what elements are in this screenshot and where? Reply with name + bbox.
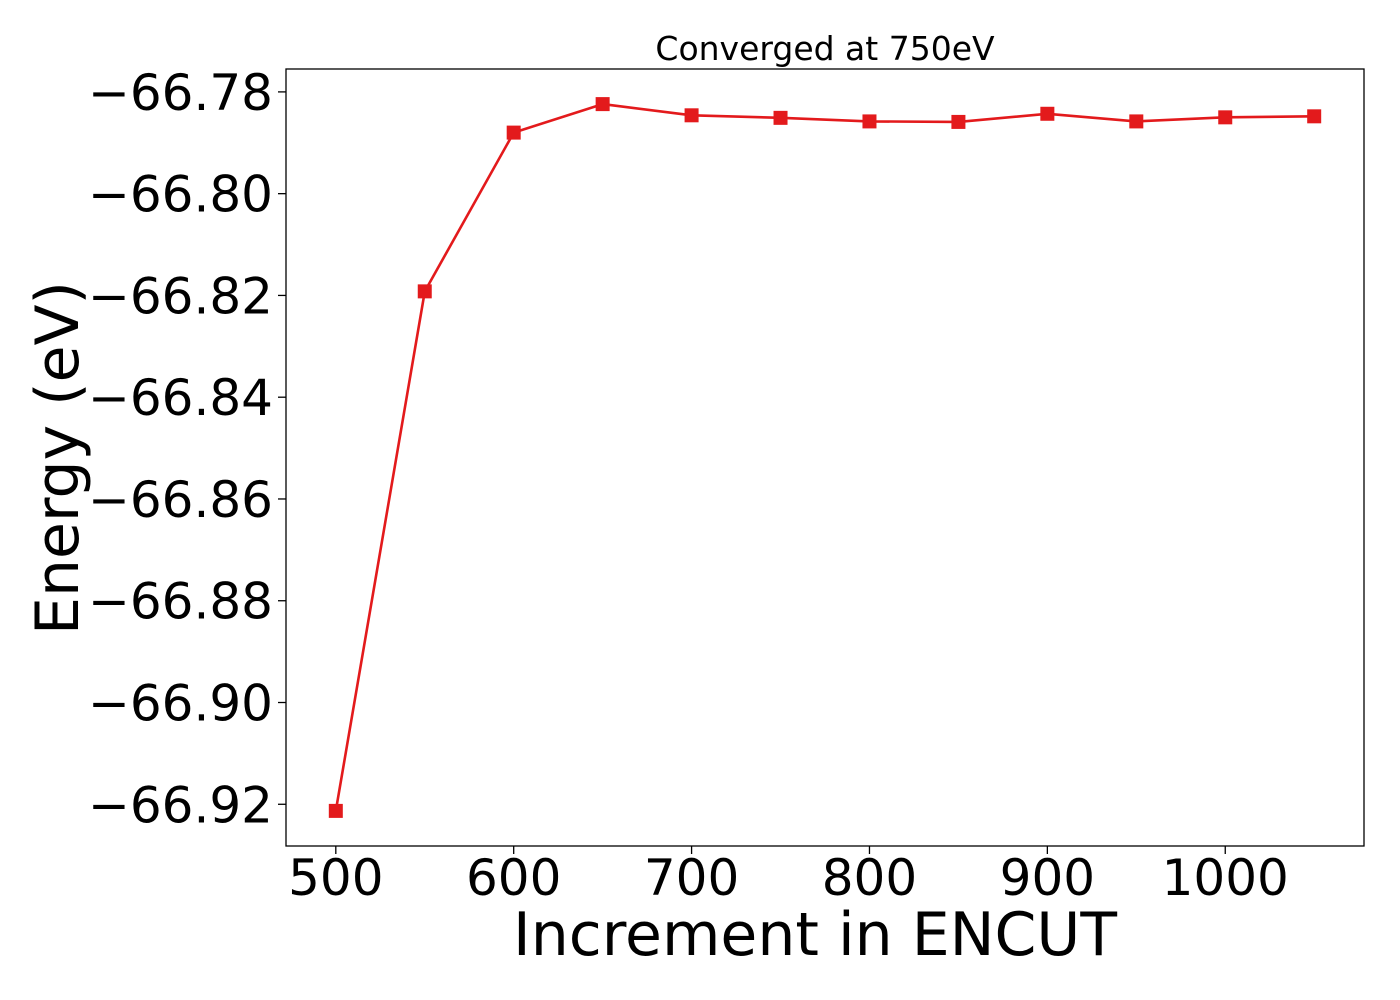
y-tick-label: −66.92 xyxy=(88,776,273,834)
x-tick-label: 600 xyxy=(466,849,561,907)
y-tick-label: −66.88 xyxy=(88,573,273,631)
chart-title: Converged at 750eV xyxy=(655,29,995,68)
data-point-marker xyxy=(328,803,343,818)
x-tick-label: 500 xyxy=(288,849,383,907)
x-tick-label: 900 xyxy=(1000,849,1095,907)
y-tick-label: −66.86 xyxy=(88,471,273,529)
x-tick-label: 700 xyxy=(644,849,739,907)
data-point-marker xyxy=(862,114,877,129)
x-tick-label: 800 xyxy=(822,849,917,907)
y-axis-label: Energy (eV) xyxy=(23,281,93,635)
data-point-marker xyxy=(417,284,432,299)
y-tick-label: −66.78 xyxy=(88,64,273,122)
data-point-marker xyxy=(951,114,966,129)
data-point-marker xyxy=(1307,109,1322,124)
y-axis-ticks: −66.92 −66.90 −66.88 −66.86 −66.84 −66.82 −66.… xyxy=(88,64,286,834)
data-point-marker xyxy=(684,108,699,123)
x-axis-label: Increment in ENCUT xyxy=(513,900,1117,970)
plot-area-frame xyxy=(285,68,1365,847)
series-line xyxy=(334,102,1315,812)
data-point-marker xyxy=(1040,106,1055,121)
y-tick-label: −66.82 xyxy=(88,267,273,325)
data-point-marker xyxy=(1218,110,1233,125)
y-tick-label: −66.84 xyxy=(88,369,273,427)
y-tick-label: −66.90 xyxy=(88,675,273,733)
x-axis-ticks: 500 600 700 800 900 1000 xyxy=(288,846,1289,907)
x-tick-label: 1000 xyxy=(1162,849,1289,907)
y-tick-label: −66.80 xyxy=(88,166,273,224)
data-point-marker xyxy=(506,125,521,140)
series-group xyxy=(328,97,1322,818)
data-point-marker xyxy=(595,97,610,112)
data-point-marker xyxy=(773,110,788,125)
data-point-marker xyxy=(1129,114,1144,129)
